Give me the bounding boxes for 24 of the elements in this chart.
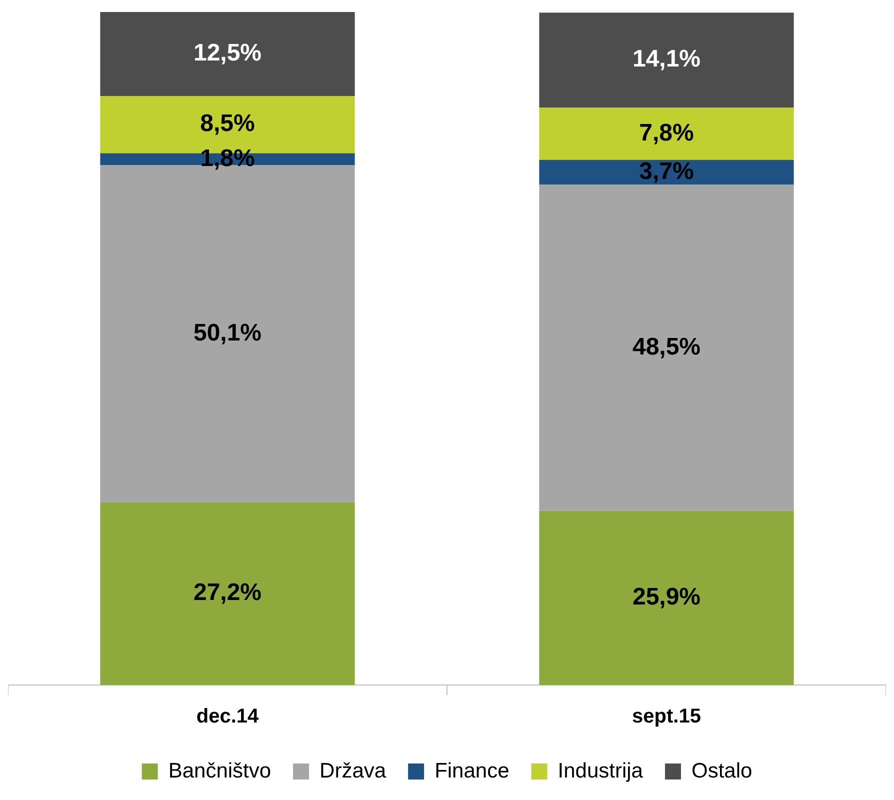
bar [539,107,794,160]
data-label: 14,1% [632,46,701,73]
data-label: 7,8% [639,119,694,146]
data-label: 8,5% [200,110,255,138]
x-tick-label: sept.15 [632,706,701,728]
data-label: 12,5% [193,40,262,67]
x-tick-label: dec.14 [196,706,260,728]
bar [100,502,355,685]
data-label: 50,1% [193,319,262,346]
data-label: 1,8% [200,144,255,172]
bar [100,12,355,96]
bar [539,12,794,108]
legend-label: Industrija [558,759,644,782]
legend-label: Ostalo [691,759,752,782]
data-label: 25,9% [632,584,701,611]
bar [539,184,794,511]
data-label: 48,5% [632,333,701,360]
data-label: 27,2% [193,579,262,606]
bar [539,510,794,685]
legend-label: Bančništvo [168,759,272,782]
data-label: 3,7% [639,158,694,185]
legend-label: Država [320,759,386,782]
legend-label: Finance [434,759,510,782]
bar [539,160,794,185]
